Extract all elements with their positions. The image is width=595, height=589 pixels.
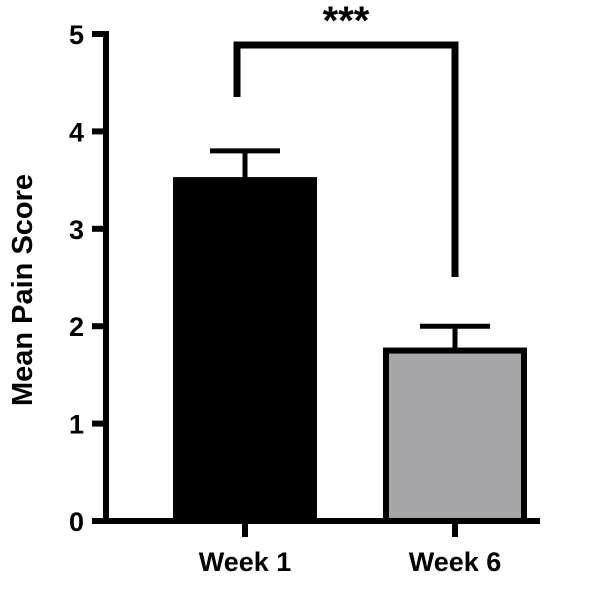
x-tick-label-week-6: Week 6 xyxy=(409,547,502,577)
y-tick-label-4: 4 xyxy=(69,117,84,147)
bar-week-1 xyxy=(173,177,317,524)
bar-week-6 xyxy=(383,347,527,524)
y-tick-label-2: 2 xyxy=(69,312,84,342)
y-tick-label-3: 3 xyxy=(69,215,84,245)
y-tick-label-5: 5 xyxy=(69,20,84,50)
x-tick-label-week-1: Week 1 xyxy=(199,547,292,577)
y-axis-title: Mean Pain Score xyxy=(7,174,39,406)
significance-bracket xyxy=(233,41,459,277)
y-tick-label-1: 1 xyxy=(69,410,84,440)
significance-label: *** xyxy=(323,0,370,43)
plot-area: Week 1 Week 6 0 1 2 3 4 5 *** xyxy=(69,0,540,577)
y-tick-label-0: 0 xyxy=(69,507,84,537)
